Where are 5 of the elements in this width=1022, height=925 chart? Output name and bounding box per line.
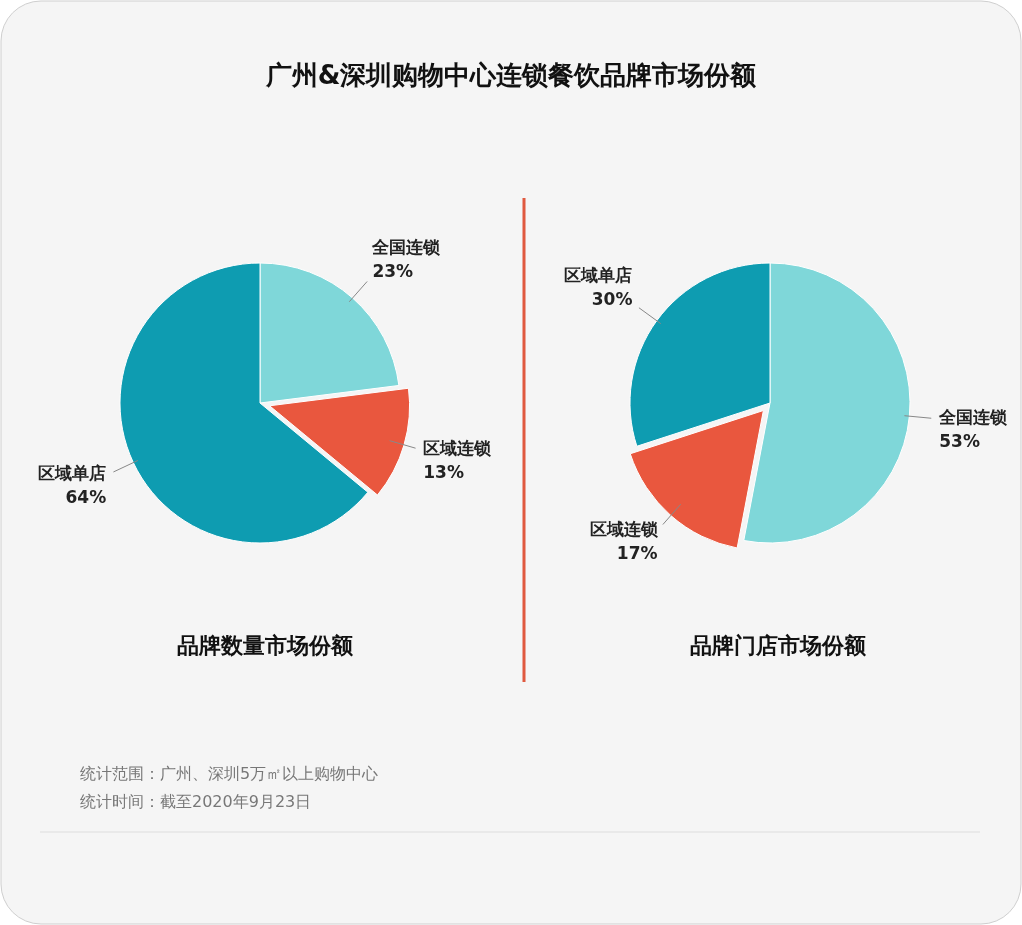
text: 品牌数量市场份额 xyxy=(177,633,354,658)
text: 统计时间：截至2020年9月23日 xyxy=(80,792,312,811)
chart-title: 广州&深圳购物中心连锁餐饮品牌市场份额 xyxy=(264,60,758,90)
text: 品牌门店市场份额 xyxy=(690,633,867,658)
text: 统计范围：广州、深圳5万㎡以上购物中心 xyxy=(80,764,379,783)
